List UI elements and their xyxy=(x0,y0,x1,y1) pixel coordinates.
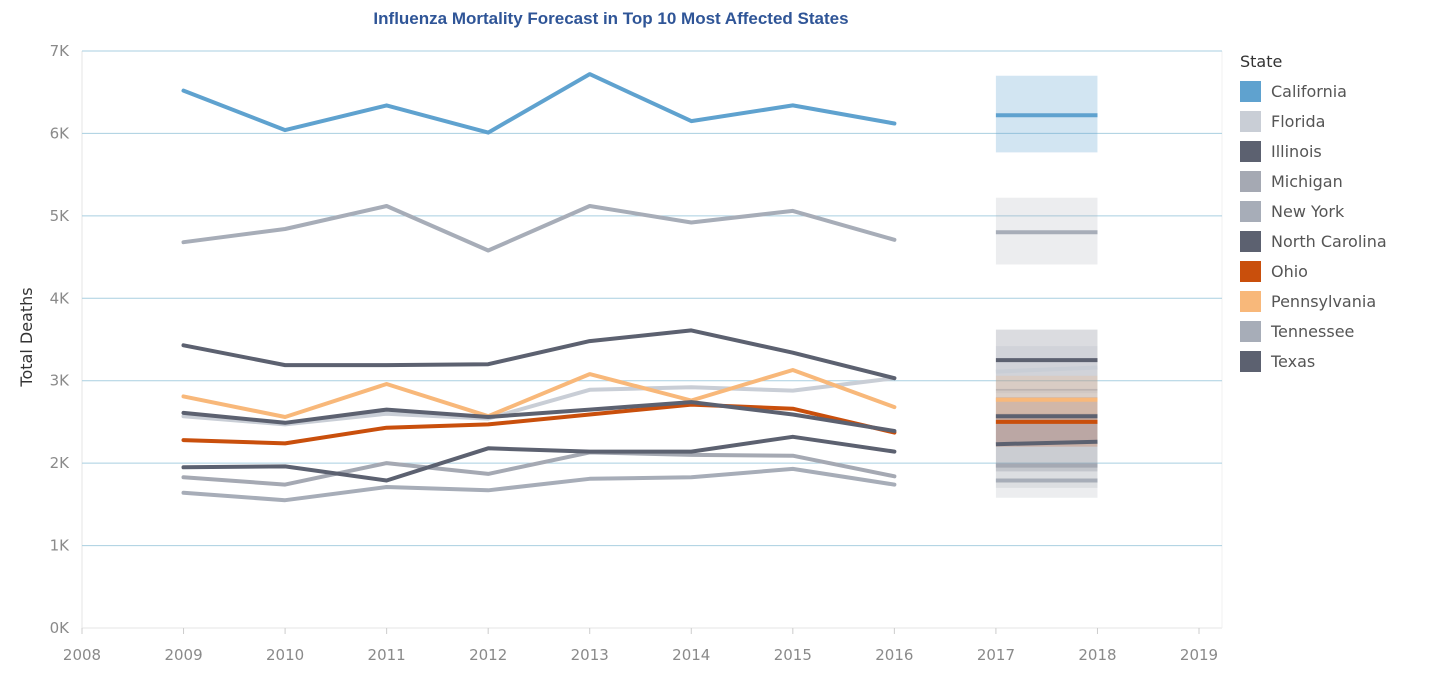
series-line-tennessee[interactable] xyxy=(181,466,897,503)
x-tick-label: 2015 xyxy=(774,646,812,664)
grid-lines xyxy=(81,50,1223,629)
legend-label: Ohio xyxy=(1271,261,1308,281)
legend-label: Texas xyxy=(1271,351,1316,371)
legend-items: California Florida Illinois Michigan New Yor… xyxy=(1240,76,1440,376)
series-line-michigan[interactable] xyxy=(181,450,897,487)
legend-label: Florida xyxy=(1271,111,1326,131)
legend-label: New York xyxy=(1271,201,1345,221)
legend-swatch xyxy=(1240,170,1261,192)
legend-item-north-carolina[interactable]: North Carolina xyxy=(1240,226,1440,256)
y-tick-label: 3K xyxy=(50,372,71,390)
legend-swatch xyxy=(1240,260,1261,282)
chart-title: Influenza Mortality Forecast in Top 10 M… xyxy=(373,9,849,28)
legend-label: North Carolina xyxy=(1271,231,1387,251)
x-axis-ticks: 2008 2009 2010 2011 2012 2013 2014 2015 2016 2017… xyxy=(63,628,1218,664)
x-tick-label: 2014 xyxy=(672,646,710,664)
legend-item-florida[interactable]: Florida xyxy=(1240,106,1440,136)
series-line-north-carolina[interactable] xyxy=(181,434,897,483)
legend-swatch xyxy=(1240,110,1261,132)
y-axis-title: Total Deaths xyxy=(17,287,36,387)
x-tick-label: 2010 xyxy=(266,646,304,664)
y-tick-label: 0K xyxy=(50,619,71,637)
forecast-line-north-carolina[interactable] xyxy=(995,439,1098,447)
legend-label: Illinois xyxy=(1271,141,1322,161)
series-lines xyxy=(181,72,1098,503)
legend-label: Michigan xyxy=(1271,171,1343,191)
series-line-illinois[interactable] xyxy=(181,328,897,381)
legend: State California Florida Illinois Michigan N… xyxy=(1240,52,1440,376)
x-tick-label: 2017 xyxy=(977,646,1015,664)
x-tick-label: 2009 xyxy=(164,646,202,664)
x-tick-label: 2016 xyxy=(875,646,913,664)
forecast-line-florida[interactable] xyxy=(995,365,1098,374)
legend-label: Pennsylvania xyxy=(1271,291,1377,311)
y-tick-label: 7K xyxy=(50,42,71,60)
series-line-california[interactable] xyxy=(181,72,897,135)
x-tick-label: 2019 xyxy=(1180,646,1218,664)
y-tick-label: 2K xyxy=(50,454,71,472)
legend-swatch xyxy=(1240,140,1261,162)
legend-swatch xyxy=(1240,200,1261,222)
series-line-texas[interactable] xyxy=(181,400,897,433)
legend-item-ohio[interactable]: Ohio xyxy=(1240,256,1440,286)
legend-item-pennsylvania[interactable]: Pennsylvania xyxy=(1240,286,1440,316)
legend-item-illinois[interactable]: Illinois xyxy=(1240,136,1440,166)
legend-item-california[interactable]: California xyxy=(1240,76,1440,106)
legend-label: Tennessee xyxy=(1271,321,1355,341)
legend-label: California xyxy=(1271,81,1347,101)
y-tick-label: 5K xyxy=(50,207,71,225)
legend-item-tennessee[interactable]: Tennessee xyxy=(1240,316,1440,346)
series-line-pennsylvania[interactable] xyxy=(181,368,897,419)
legend-swatch xyxy=(1240,80,1261,102)
legend-swatch xyxy=(1240,290,1261,312)
y-tick-label: 1K xyxy=(50,537,71,555)
legend-item-michigan[interactable]: Michigan xyxy=(1240,166,1440,196)
y-tick-label: 6K xyxy=(50,124,71,142)
legend-item-texas[interactable]: Texas xyxy=(1240,346,1440,376)
series-line-new-york[interactable] xyxy=(181,204,897,253)
legend-title: State xyxy=(1240,52,1283,71)
x-tick-label: 2011 xyxy=(368,646,406,664)
legend-item-new-york[interactable]: New York xyxy=(1240,196,1440,226)
y-axis-ticks: 0K 1K 2K 3K 4K 5K 6K 7K xyxy=(50,42,71,637)
series-line-ohio[interactable] xyxy=(181,402,897,446)
legend-swatch xyxy=(1240,350,1261,372)
legend-swatch xyxy=(1240,320,1261,342)
forecast-bands xyxy=(995,75,1098,498)
legend-swatch xyxy=(1240,230,1261,252)
x-tick-label: 2013 xyxy=(571,646,609,664)
x-tick-label: 2012 xyxy=(469,646,507,664)
x-tick-label: 2018 xyxy=(1078,646,1116,664)
y-tick-label: 4K xyxy=(50,289,71,307)
x-tick-label: 2008 xyxy=(63,646,101,664)
